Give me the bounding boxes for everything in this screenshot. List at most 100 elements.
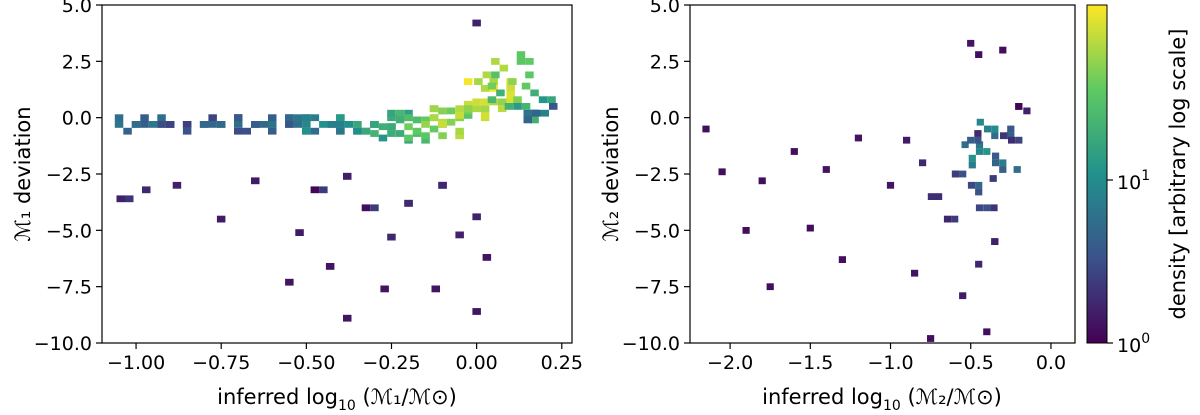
right-heatmap-cell-39 xyxy=(1015,103,1023,110)
right-heatmap-cell-24 xyxy=(1007,125,1015,133)
left-heatmap-cell-159 xyxy=(487,82,497,90)
left-heatmap-cell-93 xyxy=(412,127,422,135)
right-heatmap-cell-56 xyxy=(983,328,991,336)
left-heatmap-cell-12 xyxy=(157,121,166,128)
left-heatmap-cell-44 xyxy=(302,114,311,122)
left-heatmap-cell-1 xyxy=(114,121,124,128)
right-heatmap-cell-31 xyxy=(975,204,984,212)
right-ytick-label-6: −10.0 xyxy=(622,333,680,355)
left-heatmap-cell-198 xyxy=(472,19,481,27)
left-heatmap-cell-113 xyxy=(438,121,447,128)
left-heatmap-cell-78 xyxy=(387,109,396,117)
right-heatmap-cell-52 xyxy=(766,283,774,291)
right-heatmap-cell-35 xyxy=(991,238,999,245)
left-heatmap-cell-129 xyxy=(472,98,481,106)
left-heatmap-cell-71 xyxy=(370,121,379,128)
left-heatmap-cell-79 xyxy=(387,130,396,137)
left-ytick-label-1: 2.5 xyxy=(62,51,92,73)
left-heatmap-cell-191 xyxy=(482,254,492,261)
right-heatmap-cell-32 xyxy=(951,215,959,223)
left-ytick-label-3: −2.5 xyxy=(46,164,92,186)
left-heatmap-cell-76 xyxy=(404,109,413,117)
right-heatmap-cell-0 xyxy=(983,148,991,155)
left-heatmap-cell-23 xyxy=(208,121,217,128)
left-heatmap-cell-169 xyxy=(532,109,541,117)
left-heatmap-cell-133 xyxy=(506,91,515,99)
right-heatmap-cell-18 xyxy=(989,175,997,182)
left-heatmap-cell-17 xyxy=(199,121,209,128)
colorbar: 100 101 density [arbitrary log scale] xyxy=(1086,4,1190,357)
right-xtick-label-2: −1.0 xyxy=(867,352,913,374)
right-heatmap-cell-4 xyxy=(968,154,976,162)
left-heatmap-cell-126 xyxy=(480,105,490,113)
left-heatmap-cell-65 xyxy=(336,121,345,128)
left-heatmap-cell-54 xyxy=(336,127,345,135)
left-heatmap-cell-154 xyxy=(521,103,531,110)
left-plot-frame xyxy=(101,4,573,344)
left-heatmap-cell-192 xyxy=(431,285,440,293)
right-heatmap-cell-60 xyxy=(999,46,1007,54)
left-heatmap-cell-31 xyxy=(259,121,268,128)
left-heatmap-cell-45 xyxy=(285,114,294,122)
right-heatmap-cell-28 xyxy=(951,170,960,178)
right-plot-frame xyxy=(689,4,1076,344)
left-heatmap-cell-90 xyxy=(421,121,430,128)
left-heatmap-cell-131 xyxy=(489,78,498,85)
right-heatmap-cell-33 xyxy=(943,215,952,223)
left-heatmap-cell-106 xyxy=(421,132,430,140)
left-heatmap-cell-80 xyxy=(395,109,405,117)
right-heatmap-cells xyxy=(702,39,1031,342)
left-heatmap-cell-105 xyxy=(429,125,439,133)
left-heatmap-cell-195 xyxy=(343,314,352,322)
left-x-axis-label: inferred log10 (ℳ₁/ℳ⊙) xyxy=(217,385,457,414)
right-heatmap-cell-20 xyxy=(967,136,975,144)
left-heatmap-cell-134 xyxy=(463,78,473,85)
left-heatmap-cell-141 xyxy=(499,64,509,72)
left-heatmap-cell-186 xyxy=(404,199,413,207)
left-heatmap-cell-158 xyxy=(496,89,505,97)
left-heatmap-cell-193 xyxy=(380,285,389,293)
left-heatmap-cell-139 xyxy=(480,85,490,92)
right-xtick-label-1: −1.5 xyxy=(787,352,833,374)
left-heatmap-cell-178 xyxy=(319,186,328,194)
left-heatmap-cell-25 xyxy=(234,121,243,128)
left-ytick-label-6: −10.0 xyxy=(34,333,92,355)
right-heatmap-cell-48 xyxy=(718,168,726,176)
left-heatmap-cell-145 xyxy=(525,58,534,65)
right-heatmap-cell-41 xyxy=(975,260,983,268)
left-heatmap-cell-147 xyxy=(525,71,534,79)
right-heatmap-cell-51 xyxy=(742,227,750,234)
left-heatmap-cell-128 xyxy=(455,112,464,119)
right-heatmap-cell-25 xyxy=(1000,132,1008,140)
left-heatmap-cell-136 xyxy=(497,98,507,106)
right-heatmap-cell-30 xyxy=(990,204,998,212)
left-heatmap-cell-172 xyxy=(125,195,134,203)
right-heatmap-cell-57 xyxy=(927,335,935,342)
left-heatmap-cell-135 xyxy=(506,85,515,92)
left-heatmap-cell-41 xyxy=(293,121,303,128)
right-heatmap-cell-8 xyxy=(976,118,984,126)
left-heatmap-cell-49 xyxy=(310,127,320,135)
left-heatmap-cell-20 xyxy=(208,114,217,122)
right-heatmap-cell-37 xyxy=(927,193,935,200)
right-heatmap-cell-16 xyxy=(975,181,983,189)
left-heatmap-cell-42 xyxy=(302,121,311,128)
left-heatmap-cell-85 xyxy=(395,130,405,137)
left-heatmap-cell-52 xyxy=(302,127,311,135)
left-ytick-label-2: 0.0 xyxy=(62,108,92,130)
left-heatmap-cell-61 xyxy=(353,127,362,135)
left-heatmap-cell-165 xyxy=(530,116,539,124)
left-heatmap-cell-46 xyxy=(293,114,303,122)
left-heatmap-cell-18 xyxy=(182,121,192,128)
left-heatmap-cell-181 xyxy=(343,172,352,180)
left-heatmap-cell-8 xyxy=(140,114,149,122)
left-heatmap-cell-72 xyxy=(378,134,388,142)
left-heatmap-cell-166 xyxy=(538,96,548,104)
right-heatmap-cell-47 xyxy=(758,177,766,185)
colorbar-tick-label-10: 101 xyxy=(1117,168,1150,194)
left-x-axis-ticks: −1.00 −0.75 −0.50 −0.25 0.00 0.25 xyxy=(107,343,583,374)
left-heatmap-cell-153 xyxy=(530,89,539,97)
left-xtick-label-2: −0.50 xyxy=(277,352,335,374)
right-heatmap-cell-2 xyxy=(975,148,984,155)
left-heatmap-cell-47 xyxy=(319,121,328,128)
